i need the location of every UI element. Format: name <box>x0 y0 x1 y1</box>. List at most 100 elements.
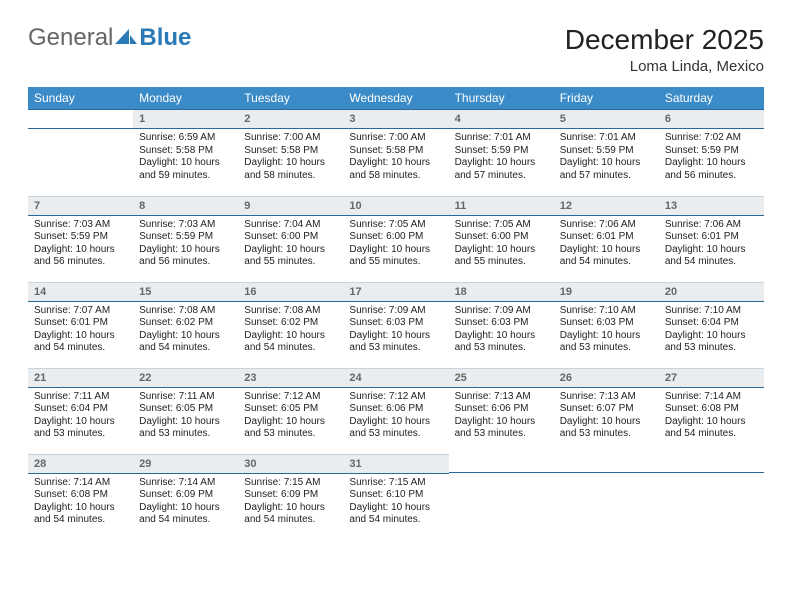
day-detail: Sunrise: 7:02 AMSunset: 5:59 PMDaylight:… <box>659 129 764 188</box>
day-detail: Sunrise: 7:04 AMSunset: 6:00 PMDaylight:… <box>238 216 343 275</box>
sunset-line: Sunset: 6:00 PM <box>244 231 337 244</box>
sunset-line: Sunset: 6:01 PM <box>560 231 653 244</box>
calendar-cell: 22Sunrise: 7:11 AMSunset: 6:05 PMDayligh… <box>133 368 238 454</box>
sunset-line: Sunset: 6:06 PM <box>349 403 442 416</box>
sunrise-line: Sunrise: 7:13 AM <box>455 391 548 404</box>
calendar-page: General Blue December 2025 Loma Linda, M… <box>0 0 792 564</box>
calendar-cell: 11Sunrise: 7:05 AMSunset: 6:00 PMDayligh… <box>449 196 554 282</box>
sunrise-line: Sunrise: 7:12 AM <box>349 391 442 404</box>
day-number: 31 <box>343 454 448 474</box>
daylight-line: Daylight: 10 hours and 53 minutes. <box>244 416 337 441</box>
day-detail: Sunrise: 7:07 AMSunset: 6:01 PMDaylight:… <box>28 302 133 361</box>
sunrise-line: Sunrise: 7:14 AM <box>665 391 758 404</box>
day-detail: Sunrise: 6:59 AMSunset: 5:58 PMDaylight:… <box>133 129 238 188</box>
calendar-cell: 29Sunrise: 7:14 AMSunset: 6:09 PMDayligh… <box>133 454 238 540</box>
day-number: 2 <box>238 110 343 129</box>
daylight-line: Daylight: 10 hours and 53 minutes. <box>455 416 548 441</box>
sunset-line: Sunset: 5:59 PM <box>139 231 232 244</box>
day-number: . <box>659 454 764 473</box>
sunset-line: Sunset: 6:02 PM <box>244 317 337 330</box>
daylight-line: Daylight: 10 hours and 54 minutes. <box>34 330 127 355</box>
calendar-row: 7Sunrise: 7:03 AMSunset: 5:59 PMDaylight… <box>28 196 764 282</box>
sunrise-line: Sunrise: 7:06 AM <box>665 219 758 232</box>
day-detail: Sunrise: 7:11 AMSunset: 6:05 PMDaylight:… <box>133 388 238 447</box>
day-number: 14 <box>28 282 133 302</box>
sunset-line: Sunset: 6:07 PM <box>560 403 653 416</box>
daylight-line: Daylight: 10 hours and 54 minutes. <box>139 502 232 527</box>
calendar-row: 28Sunrise: 7:14 AMSunset: 6:08 PMDayligh… <box>28 454 764 540</box>
daylight-line: Daylight: 10 hours and 54 minutes. <box>244 502 337 527</box>
daylight-line: Daylight: 10 hours and 55 minutes. <box>244 244 337 269</box>
daylight-line: Daylight: 10 hours and 53 minutes. <box>455 330 548 355</box>
daylight-line: Daylight: 10 hours and 56 minutes. <box>665 157 758 182</box>
day-number: 12 <box>554 196 659 216</box>
calendar-cell: 7Sunrise: 7:03 AMSunset: 5:59 PMDaylight… <box>28 196 133 282</box>
calendar-cell: 18Sunrise: 7:09 AMSunset: 6:03 PMDayligh… <box>449 282 554 368</box>
daylight-line: Daylight: 10 hours and 55 minutes. <box>349 244 442 269</box>
calendar-cell: 19Sunrise: 7:10 AMSunset: 6:03 PMDayligh… <box>554 282 659 368</box>
calendar-body: .1Sunrise: 6:59 AMSunset: 5:58 PMDayligh… <box>28 110 764 540</box>
day-number: 25 <box>449 368 554 388</box>
calendar-cell: 31Sunrise: 7:15 AMSunset: 6:10 PMDayligh… <box>343 454 448 540</box>
sunrise-line: Sunrise: 7:01 AM <box>455 132 548 145</box>
sunset-line: Sunset: 6:03 PM <box>455 317 548 330</box>
calendar-cell: 8Sunrise: 7:03 AMSunset: 5:59 PMDaylight… <box>133 196 238 282</box>
day-header: Sunday <box>28 87 133 110</box>
sunset-line: Sunset: 6:01 PM <box>34 317 127 330</box>
sunset-line: Sunset: 6:10 PM <box>349 489 442 502</box>
sunset-line: Sunset: 6:00 PM <box>349 231 442 244</box>
daylight-line: Daylight: 10 hours and 53 minutes. <box>139 416 232 441</box>
day-number: 18 <box>449 282 554 302</box>
logo-text-2: Blue <box>139 24 191 52</box>
day-number: . <box>449 454 554 473</box>
day-number: 13 <box>659 196 764 216</box>
day-number: 5 <box>554 110 659 129</box>
daylight-line: Daylight: 10 hours and 54 minutes. <box>139 330 232 355</box>
daylight-line: Daylight: 10 hours and 54 minutes. <box>34 502 127 527</box>
day-header: Monday <box>133 87 238 110</box>
calendar-cell: 1Sunrise: 6:59 AMSunset: 5:58 PMDaylight… <box>133 110 238 196</box>
day-number: 9 <box>238 196 343 216</box>
calendar-cell: 16Sunrise: 7:08 AMSunset: 6:02 PMDayligh… <box>238 282 343 368</box>
sunrise-line: Sunrise: 7:07 AM <box>34 305 127 318</box>
sunrise-line: Sunrise: 7:14 AM <box>34 477 127 490</box>
month-title: December 2025 <box>565 24 764 56</box>
sunset-line: Sunset: 6:05 PM <box>244 403 337 416</box>
day-number: 24 <box>343 368 448 388</box>
sunset-line: Sunset: 6:04 PM <box>665 317 758 330</box>
day-number: 23 <box>238 368 343 388</box>
day-detail: Sunrise: 7:01 AMSunset: 5:59 PMDaylight:… <box>554 129 659 188</box>
day-number: 30 <box>238 454 343 474</box>
calendar-cell: . <box>28 110 133 196</box>
day-number: 4 <box>449 110 554 129</box>
sunset-line: Sunset: 5:58 PM <box>139 145 232 158</box>
sunrise-line: Sunrise: 7:08 AM <box>244 305 337 318</box>
sunrise-line: Sunrise: 7:03 AM <box>34 219 127 232</box>
calendar-cell: 24Sunrise: 7:12 AMSunset: 6:06 PMDayligh… <box>343 368 448 454</box>
calendar-cell: 13Sunrise: 7:06 AMSunset: 6:01 PMDayligh… <box>659 196 764 282</box>
logo-sail-icon <box>115 29 137 47</box>
sunset-line: Sunset: 6:01 PM <box>665 231 758 244</box>
calendar-cell: 20Sunrise: 7:10 AMSunset: 6:04 PMDayligh… <box>659 282 764 368</box>
sunrise-line: Sunrise: 7:05 AM <box>349 219 442 232</box>
day-number: 28 <box>28 454 133 474</box>
sunset-line: Sunset: 6:09 PM <box>139 489 232 502</box>
sunrise-line: Sunrise: 7:09 AM <box>349 305 442 318</box>
calendar-cell: 10Sunrise: 7:05 AMSunset: 6:00 PMDayligh… <box>343 196 448 282</box>
sunset-line: Sunset: 6:08 PM <box>34 489 127 502</box>
sunset-line: Sunset: 6:08 PM <box>665 403 758 416</box>
day-number: 19 <box>554 282 659 302</box>
day-number: . <box>554 454 659 473</box>
sunrise-line: Sunrise: 7:13 AM <box>560 391 653 404</box>
day-detail: Sunrise: 7:06 AMSunset: 6:01 PMDaylight:… <box>554 216 659 275</box>
calendar-cell: 9Sunrise: 7:04 AMSunset: 6:00 PMDaylight… <box>238 196 343 282</box>
day-number: 6 <box>659 110 764 129</box>
day-number: 3 <box>343 110 448 129</box>
sunrise-line: Sunrise: 7:05 AM <box>455 219 548 232</box>
sunset-line: Sunset: 6:06 PM <box>455 403 548 416</box>
day-detail: Sunrise: 7:06 AMSunset: 6:01 PMDaylight:… <box>659 216 764 275</box>
day-number: 16 <box>238 282 343 302</box>
sunset-line: Sunset: 6:00 PM <box>455 231 548 244</box>
sunset-line: Sunset: 5:59 PM <box>665 145 758 158</box>
calendar-cell: 23Sunrise: 7:12 AMSunset: 6:05 PMDayligh… <box>238 368 343 454</box>
